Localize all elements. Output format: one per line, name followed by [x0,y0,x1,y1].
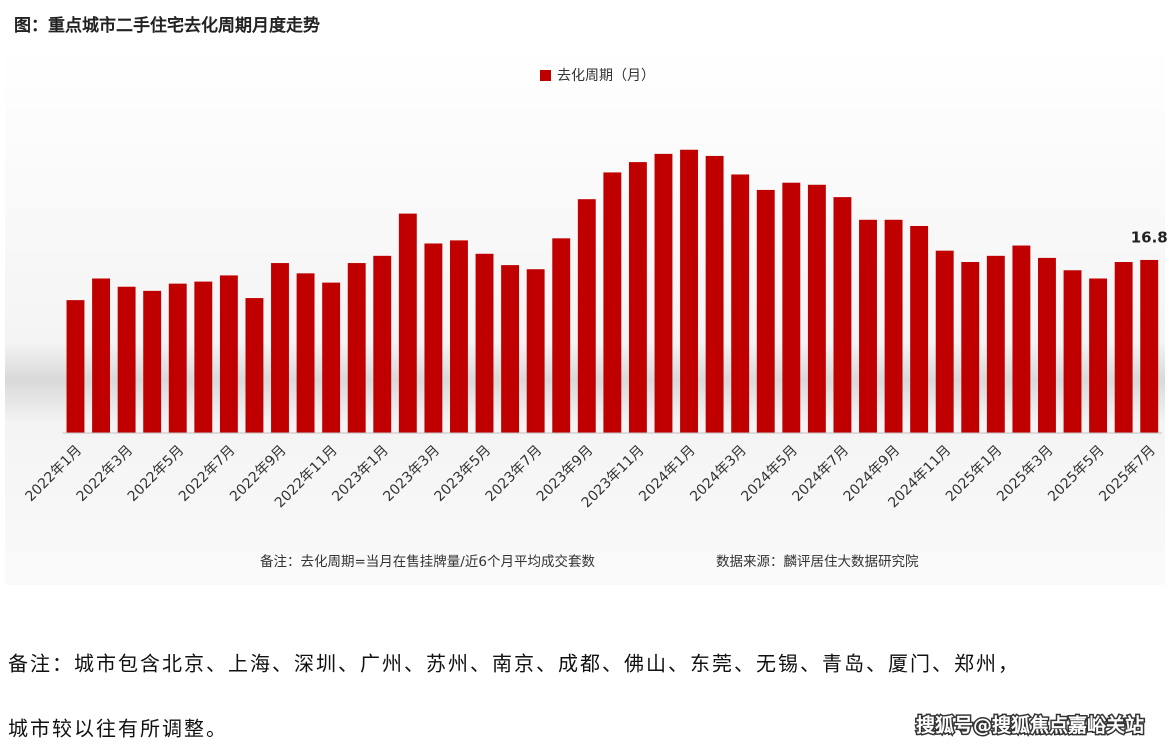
bar [1063,270,1082,433]
legend-label: 去化周期（月） [557,68,655,84]
bar [271,263,289,433]
bar [731,174,750,433]
bar [782,182,801,433]
bar [450,240,468,433]
bar [859,219,877,433]
bar [373,255,392,433]
data-label: 16.8 [1131,228,1168,246]
chart-note: 备注：去化周期=当月在售挂牌量/近6个月平均成交套数 [260,553,595,570]
bar [680,149,698,433]
bar [424,243,443,433]
legend-swatch [540,70,551,81]
bar [245,298,264,433]
bar [398,213,417,433]
bar [1089,278,1108,433]
bar [884,219,903,433]
bar [807,184,826,433]
bar [654,153,673,433]
bar [577,199,596,433]
caption-line: 城市较以往有所调整。 [8,717,228,741]
bar [935,250,954,433]
bar [1038,257,1056,433]
chart-source: 数据来源：麟评居住大数据研究院 [716,554,919,570]
bar [986,255,1005,433]
bar [603,172,622,433]
bar [628,162,647,434]
bar [219,275,238,433]
bar [347,263,366,433]
bar [92,278,110,433]
bar [143,290,162,433]
bar [1114,262,1133,433]
bar [705,155,724,433]
bar [833,197,852,433]
chart-title: 图：重点城市二手住宅去化周期月度走势 [14,15,320,36]
bar [66,300,85,433]
bar [168,283,187,433]
bar [961,262,980,433]
bar [501,265,520,433]
bar [475,253,494,433]
bar [526,269,545,433]
bar [296,273,315,433]
bar [552,238,571,433]
bar [194,281,213,433]
bar [1140,259,1159,433]
watermark: 搜狐号@搜狐焦点嘉峪关站 [916,714,1144,737]
bar [117,286,136,433]
bar [910,225,929,433]
bar [322,282,341,433]
bar [1012,245,1031,433]
caption-line: 备注：城市包含北京、上海、深圳、广州、苏州、南京、成都、佛山、东莞、无锡、青岛、… [8,652,1020,676]
bar [756,189,775,433]
